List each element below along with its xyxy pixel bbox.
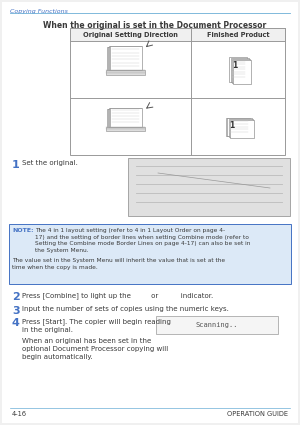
Text: 1: 1 [229,121,234,130]
Bar [110,108,142,127]
Bar [156,316,278,334]
Text: 3: 3 [12,306,20,316]
Bar [229,119,253,137]
Text: Press [Start]. The copier will begin reading
in the original.: Press [Start]. The copier will begin rea… [22,318,171,333]
Bar [233,60,251,84]
Text: 1: 1 [12,160,20,170]
Text: 4-16: 4-16 [12,411,27,417]
Text: Input the number of sets of copies using the numeric keys.: Input the number of sets of copies using… [22,306,229,312]
Text: Scanning..: Scanning.. [196,322,238,328]
Bar [230,120,254,138]
Text: Press [Combine] to light up the         or          indicator.: Press [Combine] to light up the or indic… [22,292,213,299]
Bar [229,57,247,82]
Text: OPERATION GUIDE: OPERATION GUIDE [227,411,288,417]
Text: Original Setting Direction: Original Setting Direction [83,31,178,37]
Bar [128,158,290,216]
Bar [106,127,145,131]
Text: 4: 4 [12,318,20,328]
Bar [70,28,285,155]
Bar [108,47,140,71]
Text: 2: 2 [12,292,20,302]
Text: When an original has been set in the
optional Document Processor copying will
be: When an original has been set in the opt… [22,338,168,360]
Text: 1: 1 [232,61,237,70]
Text: Finished Product: Finished Product [207,31,269,37]
Text: Copying Functions: Copying Functions [10,9,68,14]
Bar [110,46,142,70]
Text: NOTE:: NOTE: [12,228,34,233]
Bar [109,108,141,127]
Text: The value set in the System Menu will inherit the value that is set at the
time : The value set in the System Menu will in… [12,258,225,269]
Text: The 4 in 1 layout setting (refer to 4 in 1 Layout Order on page 4-
17) and the s: The 4 in 1 layout setting (refer to 4 in… [35,228,250,253]
Bar [226,117,250,136]
Bar [70,28,285,41]
Bar [107,47,139,71]
Bar [108,109,140,127]
Bar [232,59,250,83]
Bar [107,109,139,128]
Text: Set the original.: Set the original. [22,160,78,166]
Bar [231,58,249,82]
Bar [227,118,252,136]
Bar [109,46,141,70]
Bar [106,70,145,75]
Bar [70,28,285,41]
Bar [9,224,291,284]
Text: When the original is set in the Document Processor: When the original is set in the Document… [44,21,267,30]
